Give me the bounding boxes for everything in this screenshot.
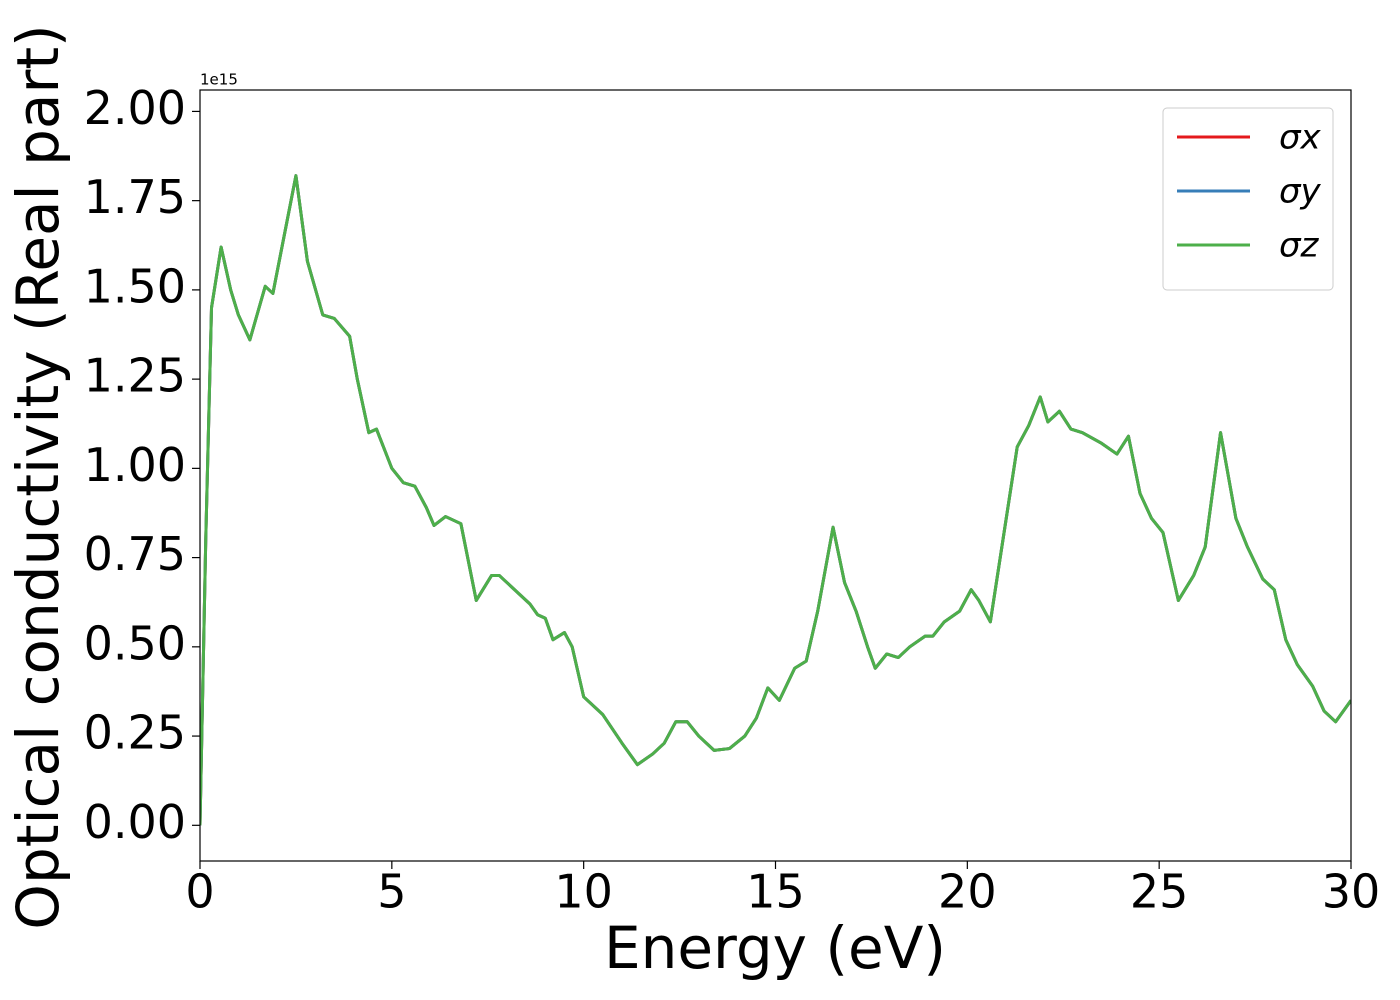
x-tick-label: 5 (377, 865, 406, 919)
y-tick-label: 1.75 (84, 170, 186, 224)
x-axis-label: Energy (eV) (604, 914, 946, 982)
y-tick-label: 0.50 (84, 616, 186, 670)
x-tick-label: 15 (746, 865, 805, 919)
x-tick-label: 20 (938, 865, 997, 919)
y-tick-label: 2.00 (84, 81, 186, 135)
legend-label: σy (1279, 172, 1322, 212)
x-tick-label: 25 (1130, 865, 1189, 919)
y-axis-label: Optical conductivity (Real part) (4, 24, 72, 929)
y-tick-label: 0.75 (84, 527, 186, 581)
y-tick-label: 1.25 (84, 349, 186, 403)
x-tick-label: 10 (554, 865, 613, 919)
plot-frame (199, 89, 1352, 862)
y-tick-label: 1.50 (84, 259, 186, 313)
y-offset-label: 1e15 (200, 71, 238, 89)
y-tick-label: 0.25 (84, 706, 186, 760)
x-tick-label: 30 (1322, 865, 1381, 919)
legend-label: σz (1279, 226, 1320, 266)
y-tick-label: 1.00 (84, 438, 186, 492)
legend-label: σx (1279, 118, 1322, 158)
line-series (200, 174, 1351, 826)
y-tick-label: 0.00 (84, 795, 186, 849)
x-tick-label: 0 (185, 865, 214, 919)
